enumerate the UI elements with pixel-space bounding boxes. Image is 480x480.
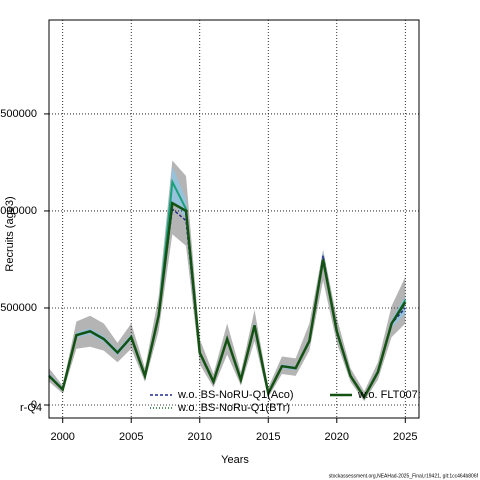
x-tick-label: 2020 [325, 431, 349, 443]
y-tick-label: 1500000 [0, 108, 37, 120]
x-tick-label: 2000 [50, 431, 74, 443]
x-tick-label: 2025 [393, 431, 417, 443]
x-tick-label: 2015 [256, 431, 280, 443]
legend-label: w.o. BS-NoRu-Q1(BTr) [177, 402, 290, 414]
series-line [48, 207, 406, 399]
confidence-band [49, 160, 406, 402]
y-tick-label: 1000000 [0, 205, 37, 217]
series-line [48, 201, 407, 400]
y-tick-label: 500000 [0, 302, 37, 314]
series-line [48, 178, 407, 400]
legend-label: w.o. BS-NoRU-Q1(Aco) [177, 389, 294, 401]
plot-frame [48, 19, 420, 419]
y-tick-label: 0 [31, 399, 37, 411]
footer: stockassessment.org,NEAHad-2025_Final,r1… [329, 473, 479, 479]
series-line [48, 201, 406, 399]
confidence-band [49, 166, 406, 399]
legend-label: r-Q4 [20, 402, 42, 414]
x-tick-label: 2010 [187, 431, 211, 443]
legend-label: w.o. FLT007: [357, 389, 421, 401]
x-tick-label: 2005 [119, 431, 143, 443]
x-axis-label: Years [221, 454, 249, 466]
y-axis-label: Recruits (age3) [4, 196, 16, 271]
